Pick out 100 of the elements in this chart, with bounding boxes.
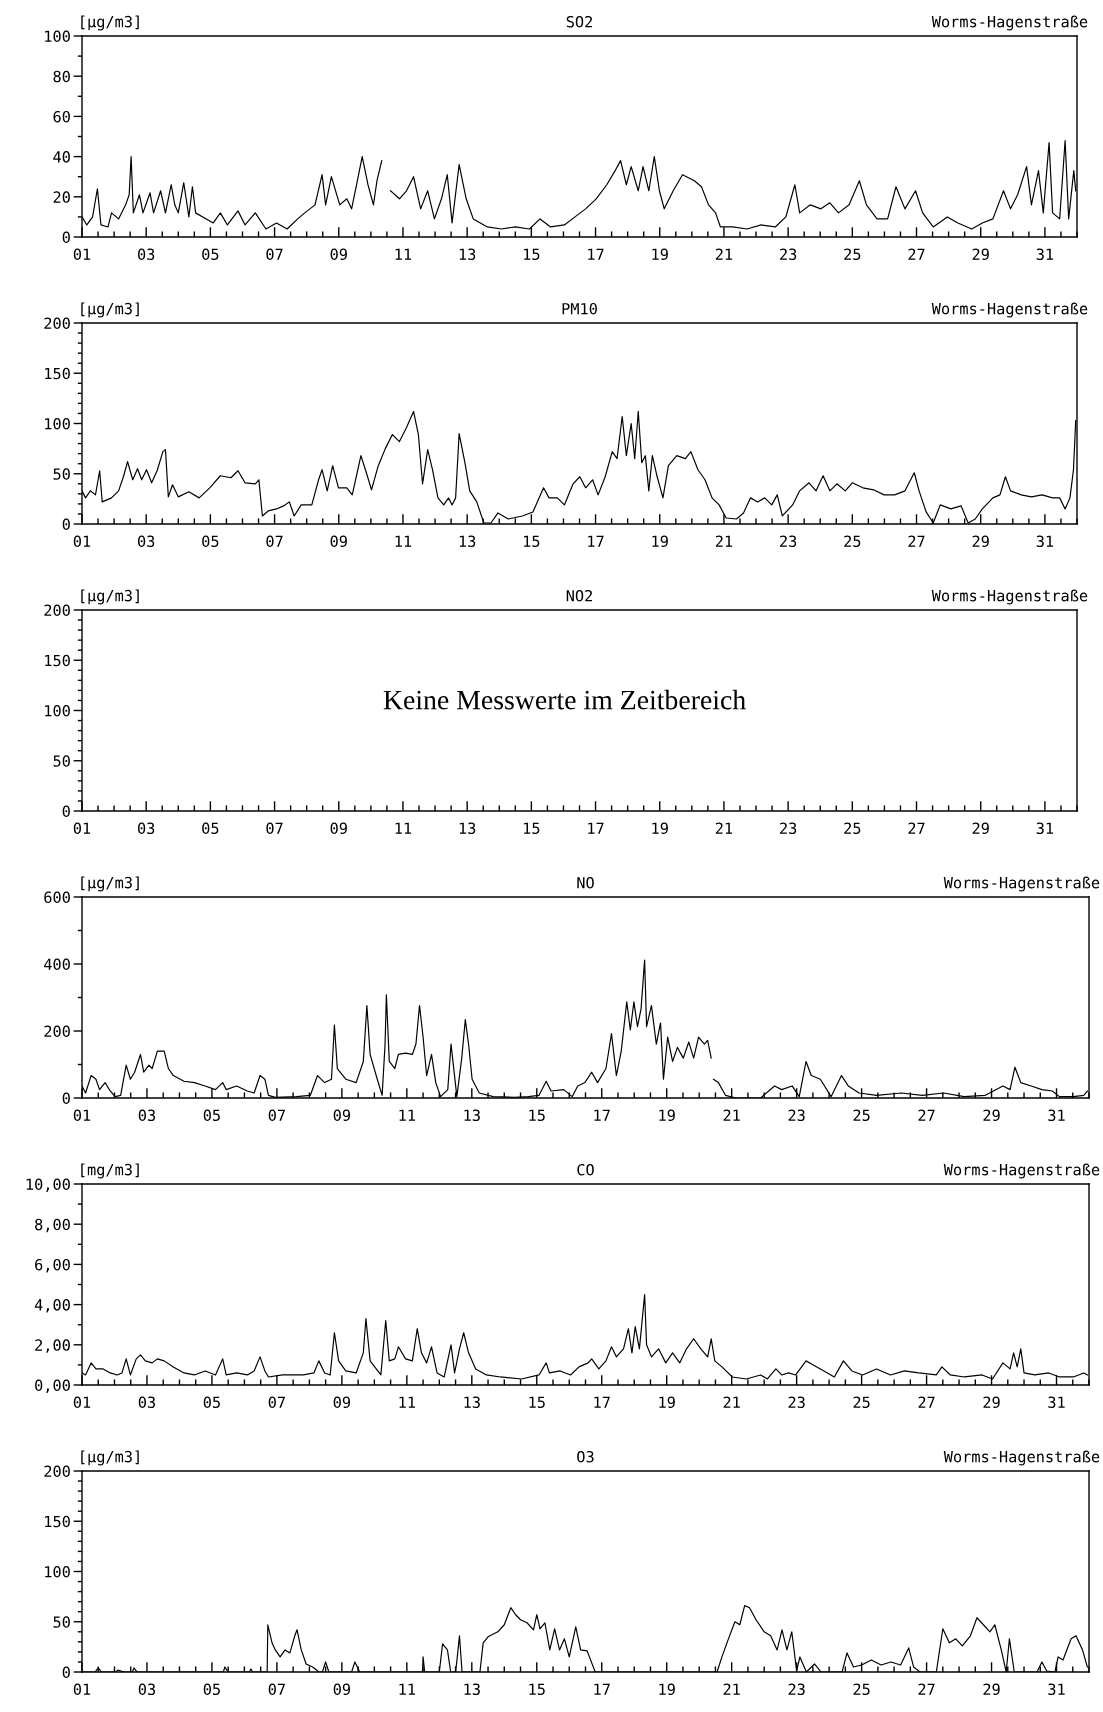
y-tick-label: 0 bbox=[62, 518, 70, 531]
y-tick-label: 100 bbox=[45, 705, 70, 717]
x-tick-label: 07 bbox=[266, 248, 283, 261]
chart-title: SO2 bbox=[566, 15, 592, 28]
x-tick-label: 11 bbox=[399, 1683, 415, 1695]
x-tick-label: 19 bbox=[659, 1396, 675, 1409]
y-axis-title: [µg/m3] bbox=[81, 302, 139, 318]
x-tick-label: 07 bbox=[266, 535, 283, 548]
y-axis-title: [mg/m3] bbox=[81, 1163, 139, 1179]
y-axis-title: [µg/m3] bbox=[81, 1450, 139, 1466]
x-tick-label: 11 bbox=[399, 1396, 415, 1408]
x-tick-label: 13 bbox=[464, 1109, 480, 1122]
y-tick-label: 200 bbox=[44, 1465, 70, 1478]
x-tick-label: 03 bbox=[137, 822, 155, 835]
y-tick-label: 60 bbox=[53, 110, 70, 123]
x-tick-label: 25 bbox=[853, 1683, 870, 1696]
x-tick-label: 15 bbox=[523, 822, 540, 835]
y-tick-label: 0 bbox=[62, 805, 70, 818]
x-tick-label: 21 bbox=[715, 248, 733, 260]
x-tick-label: 31 bbox=[1048, 1109, 1065, 1122]
x-tick-label: 29 bbox=[983, 1683, 1000, 1696]
y-tick-label: 150 bbox=[45, 367, 70, 380]
x-tick-label: 01 bbox=[73, 1109, 91, 1122]
x-tick-label: 01 bbox=[73, 1683, 91, 1696]
y-tick-label: 4,00 bbox=[34, 1299, 70, 1313]
x-tick-label: 29 bbox=[983, 1396, 1000, 1409]
x-tick-label: 03 bbox=[138, 1396, 156, 1409]
y-tick-label: 200 bbox=[44, 317, 70, 330]
x-tick-label: 13 bbox=[459, 822, 476, 835]
x-tick-label: 27 bbox=[908, 822, 925, 834]
x-tick-label: 17 bbox=[588, 822, 604, 834]
x-tick-label: 15 bbox=[529, 1109, 545, 1122]
x-tick-label: 03 bbox=[137, 248, 155, 261]
x-tick-label: 23 bbox=[780, 535, 797, 548]
y-tick-label: 2,00 bbox=[35, 1339, 70, 1353]
y-tick-label: 0 bbox=[62, 231, 70, 244]
x-tick-label: 05 bbox=[203, 1109, 220, 1122]
x-tick-label: 07 bbox=[268, 1109, 285, 1122]
x-tick-label: 25 bbox=[844, 248, 861, 261]
x-tick-label: 15 bbox=[529, 1683, 545, 1696]
y-tick-label: 50 bbox=[53, 1616, 70, 1628]
x-tick-label: 05 bbox=[203, 1396, 220, 1409]
x-tick-label: 23 bbox=[788, 1396, 805, 1409]
chart-subtitle: Worms-Hagenstraße bbox=[943, 876, 1100, 892]
x-tick-label: 11 bbox=[395, 822, 412, 834]
y-tick-label: 8,00 bbox=[35, 1218, 70, 1233]
y-tick-label: 10,00 bbox=[26, 1178, 70, 1192]
x-tick-label: 29 bbox=[972, 535, 989, 548]
x-tick-label: 31 bbox=[1036, 822, 1054, 835]
x-tick-label: 11 bbox=[399, 1109, 415, 1121]
x-tick-label: 07 bbox=[268, 1396, 285, 1409]
x-tick-label: 25 bbox=[853, 1109, 870, 1122]
x-tick-label: 09 bbox=[330, 248, 347, 261]
x-tick-label: 13 bbox=[459, 535, 476, 548]
x-tick-label: 21 bbox=[723, 1396, 740, 1408]
y-tick-label: 50 bbox=[53, 755, 70, 767]
x-tick-label: 17 bbox=[594, 1109, 610, 1121]
chart-subtitle: Worms-Hagenstraße bbox=[931, 15, 1088, 31]
x-tick-label: 13 bbox=[464, 1396, 480, 1409]
y-tick-label: 600 bbox=[44, 891, 70, 904]
x-tick-label: 05 bbox=[202, 535, 219, 548]
x-tick-label: 27 bbox=[918, 1109, 935, 1121]
x-tick-label: 01 bbox=[73, 248, 91, 261]
x-tick-label: 17 bbox=[588, 535, 604, 547]
x-tick-label: 11 bbox=[395, 535, 412, 547]
x-tick-label: 27 bbox=[908, 535, 925, 547]
x-tick-label: 27 bbox=[918, 1396, 935, 1408]
x-tick-label: 01 bbox=[73, 535, 91, 548]
x-tick-label: 23 bbox=[788, 1109, 805, 1122]
y-tick-label: 200 bbox=[44, 604, 70, 617]
x-tick-label: 23 bbox=[788, 1683, 805, 1696]
x-tick-label: 03 bbox=[138, 1683, 156, 1696]
x-tick-label: 05 bbox=[203, 1683, 220, 1696]
x-tick-label: 29 bbox=[972, 822, 989, 835]
x-tick-label: 31 bbox=[1036, 248, 1054, 261]
y-tick-label: 100 bbox=[45, 1566, 70, 1578]
y-tick-label: 0 bbox=[62, 1666, 70, 1679]
x-tick-label: 07 bbox=[268, 1683, 285, 1696]
x-tick-label: 09 bbox=[330, 535, 347, 548]
y-tick-label: 100 bbox=[45, 30, 70, 43]
x-tick-label: 19 bbox=[652, 248, 668, 261]
x-tick-label: 31 bbox=[1048, 1683, 1065, 1696]
x-tick-label: 25 bbox=[844, 535, 861, 548]
x-tick-label: 21 bbox=[715, 535, 733, 547]
x-tick-label: 17 bbox=[588, 248, 604, 260]
chart-title: CO bbox=[577, 1163, 594, 1176]
x-tick-label: 17 bbox=[594, 1683, 610, 1695]
x-tick-label: 09 bbox=[333, 1109, 351, 1122]
x-tick-label: 09 bbox=[333, 1396, 351, 1409]
x-tick-label: 01 bbox=[73, 822, 91, 835]
y-axis-title: [µg/m3] bbox=[81, 15, 139, 31]
y-tick-label: 40 bbox=[53, 151, 70, 163]
x-tick-label: 19 bbox=[659, 1109, 675, 1122]
x-tick-label: 13 bbox=[464, 1683, 480, 1696]
chart-title: O3 bbox=[577, 1450, 594, 1463]
x-tick-label: 11 bbox=[395, 248, 412, 260]
x-tick-label: 03 bbox=[138, 1109, 156, 1122]
x-tick-label: 17 bbox=[594, 1396, 610, 1408]
y-tick-label: 400 bbox=[44, 958, 70, 971]
y-axis-title: [µg/m3] bbox=[81, 876, 139, 892]
